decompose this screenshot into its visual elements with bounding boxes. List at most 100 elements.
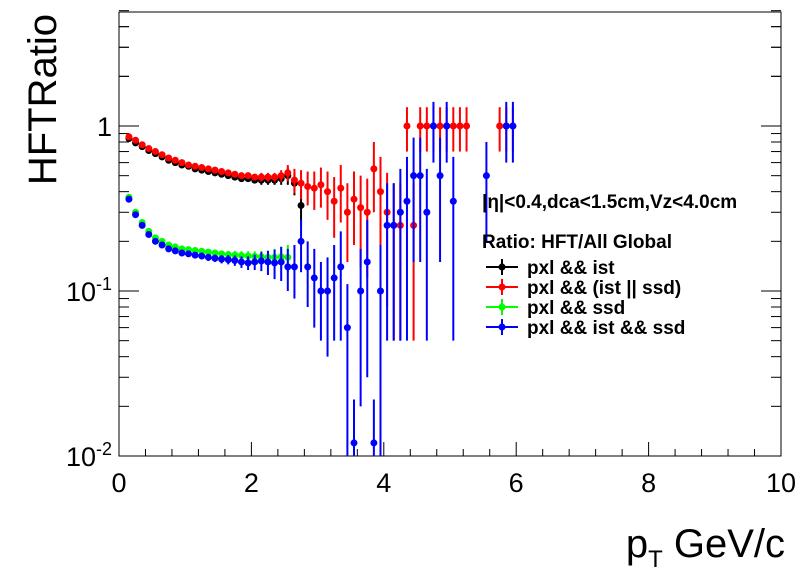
data-point <box>443 122 451 130</box>
data-point <box>324 188 332 196</box>
data-point <box>343 324 351 332</box>
data-point <box>449 197 457 205</box>
data-point <box>350 195 358 203</box>
data-point <box>204 253 212 261</box>
data-point <box>370 165 378 173</box>
data-point <box>211 249 219 257</box>
data-point <box>224 169 232 177</box>
data-point <box>231 170 239 178</box>
data-point <box>403 122 411 130</box>
data-point <box>191 251 199 259</box>
data-point <box>244 172 252 180</box>
data-point <box>165 245 173 253</box>
x-tick-label: 6 <box>509 468 524 498</box>
data-point <box>244 259 252 267</box>
legend-label: pxl && (ist || ssd) <box>527 278 681 299</box>
data-point <box>297 179 305 187</box>
data-point <box>436 172 444 180</box>
x-tick-labels: 0 2 4 6 8 10 <box>111 468 796 498</box>
data-point <box>277 172 285 180</box>
data-point <box>509 122 517 130</box>
data-point <box>410 172 418 180</box>
data-point <box>271 259 279 267</box>
y-tick-label: 10-1 <box>66 274 112 307</box>
data-point <box>204 165 212 173</box>
data-point <box>231 257 239 265</box>
y-axis-label: HFTRatio <box>21 14 65 185</box>
data-point <box>237 258 245 266</box>
data-point <box>211 166 219 174</box>
data-point <box>390 221 398 229</box>
x-tick-label: 4 <box>376 468 391 498</box>
data-point <box>251 173 259 181</box>
data-point <box>337 263 345 271</box>
data-point <box>363 258 371 266</box>
x-tick-label: 10 <box>766 468 796 498</box>
data-point <box>357 204 365 212</box>
data-point <box>224 251 232 259</box>
data-point <box>191 162 199 170</box>
data-point <box>337 184 345 192</box>
data-point <box>218 250 226 258</box>
data-point <box>178 159 186 167</box>
axis-ticks <box>118 10 782 457</box>
data-point <box>297 201 305 209</box>
data-point <box>204 248 212 256</box>
legend-label: pxl && ssd <box>527 298 625 319</box>
data-point <box>244 252 252 260</box>
data-point <box>376 287 384 295</box>
data-point <box>330 197 338 205</box>
legend-marker <box>498 283 506 291</box>
data-point <box>237 252 245 260</box>
data-point <box>317 181 325 189</box>
data-point <box>416 122 424 130</box>
x-tick-label: 2 <box>244 468 259 498</box>
data-point <box>237 172 245 180</box>
data-point <box>330 274 338 282</box>
data-point <box>178 249 186 257</box>
data-point <box>449 122 457 130</box>
data-point <box>231 251 239 259</box>
data-point <box>218 167 226 175</box>
y-tick-label: 1 <box>97 112 112 142</box>
data-point <box>277 258 285 266</box>
data-point <box>198 252 206 260</box>
legend-marker <box>498 323 506 331</box>
data-point <box>125 195 133 203</box>
data-point <box>218 255 226 263</box>
data-point <box>343 208 351 216</box>
data-point <box>304 182 312 190</box>
data-point <box>456 122 464 130</box>
data-point <box>158 241 166 249</box>
legend-label: pxl && ist && ssd <box>527 318 685 339</box>
data-point <box>145 145 153 153</box>
data-point <box>158 151 166 159</box>
series-layer <box>125 101 517 456</box>
cut-annotation: |η|<0.4,dca<1.5cm,Vz<4.0cm <box>482 192 737 213</box>
data-point <box>304 263 312 271</box>
data-point <box>416 172 424 180</box>
data-point <box>284 169 292 177</box>
data-point <box>363 208 371 216</box>
data-point <box>145 231 153 239</box>
series-4 <box>125 101 517 456</box>
data-point <box>463 122 471 130</box>
data-point <box>357 287 365 295</box>
data-point <box>403 197 411 205</box>
data-point <box>290 263 298 271</box>
data-point <box>132 136 140 144</box>
data-point <box>257 257 265 265</box>
x-axis-label: pT GeV/c <box>626 522 785 572</box>
data-point <box>198 164 206 172</box>
data-point <box>224 256 232 264</box>
legend-marker <box>498 263 506 271</box>
data-point <box>171 156 179 164</box>
data-point <box>151 148 159 156</box>
data-point <box>317 287 325 295</box>
data-point <box>502 122 510 130</box>
legend-label: pxl && ist <box>527 258 615 279</box>
data-point <box>310 184 318 192</box>
